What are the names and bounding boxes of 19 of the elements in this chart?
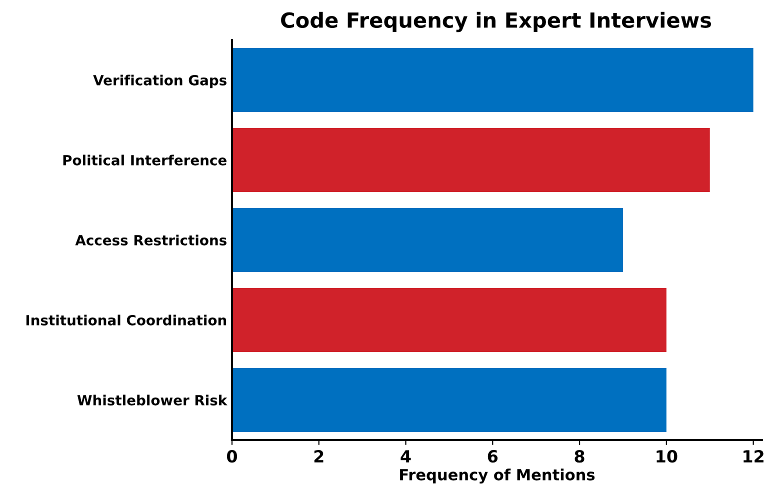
x-axis-title: Frequency of Mentions	[400, 468, 595, 484]
bar	[232, 208, 623, 272]
x-tick-label: 12	[744, 450, 764, 462]
bar	[232, 288, 666, 352]
y-tick-label: Whistleblower Risk	[77, 394, 228, 406]
y-tick-label: Institutional Coordination	[26, 314, 226, 326]
chart-title: Code Frequency in Expert Interviews	[281, 12, 711, 32]
bar	[232, 128, 710, 192]
y-tick-label: Political Interference	[63, 154, 226, 166]
x-tick-label: 4	[400, 450, 411, 462]
bar	[232, 368, 666, 432]
bar	[232, 48, 754, 112]
x-tick-label: 0	[227, 450, 237, 463]
x-tick-label: 8	[574, 450, 584, 463]
x-tick-label: 2	[314, 450, 324, 462]
y-tick-label: Access Restrictions	[75, 234, 226, 246]
y-tick-label: Verification Gaps	[93, 74, 226, 88]
x-tick-label: 10	[656, 450, 678, 463]
x-tick-label: 6	[488, 450, 498, 463]
